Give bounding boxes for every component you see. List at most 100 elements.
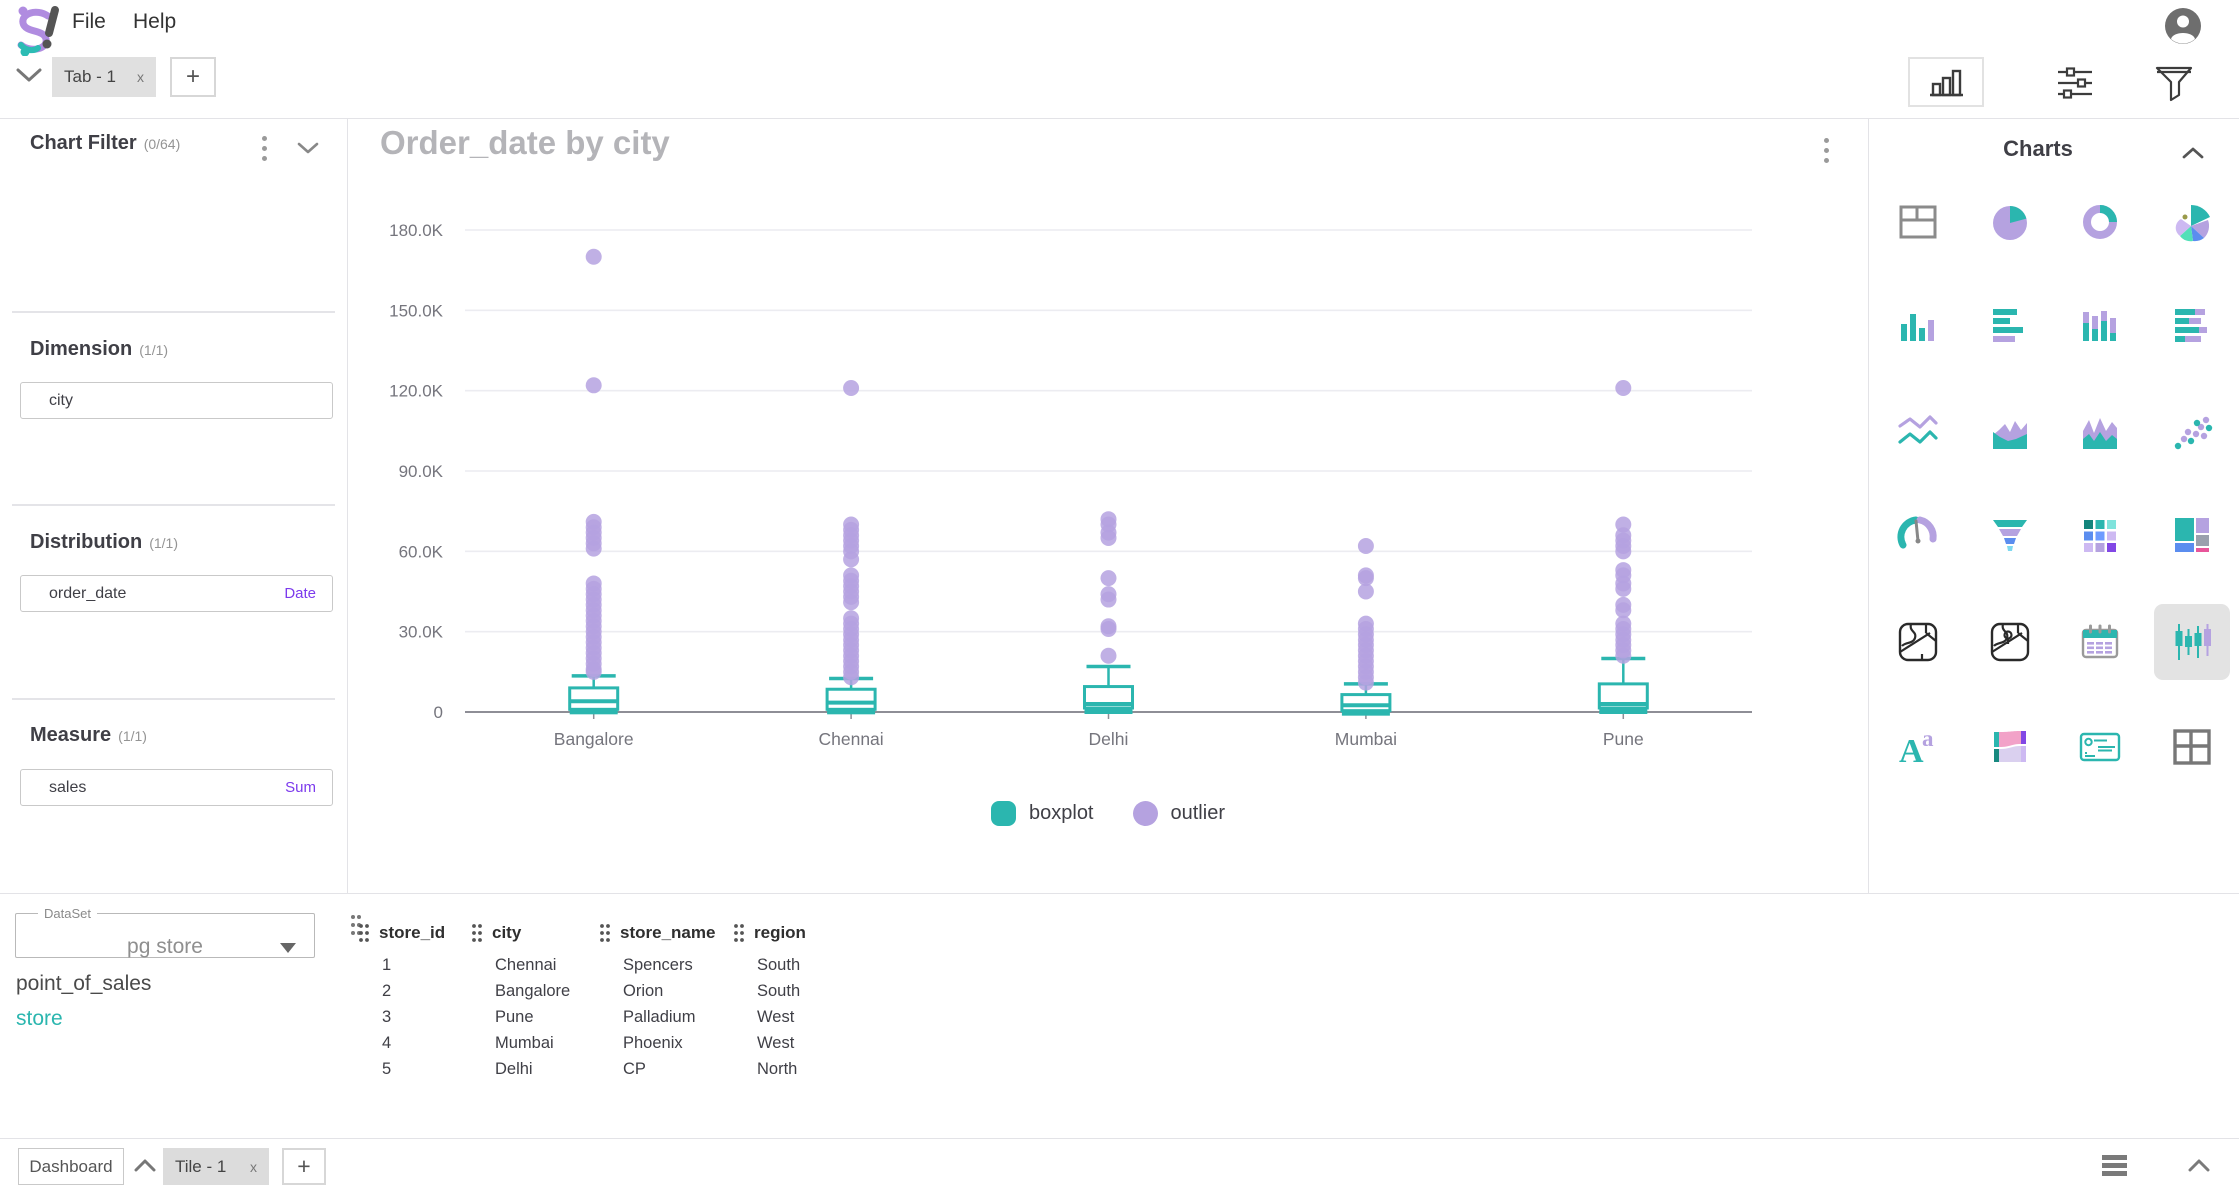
outlier-point[interactable]: [585, 248, 602, 265]
pivot-table-icon[interactable]: [2170, 725, 2214, 769]
bottom-collapse-chevron[interactable]: [2188, 1158, 2210, 1172]
gauge-chart-icon[interactable]: [1896, 513, 1940, 557]
menu-file[interactable]: File: [72, 10, 106, 33]
funnel-chart-icon[interactable]: [1988, 513, 2032, 557]
dimension-field-city[interactable]: city: [20, 382, 333, 419]
outlier-point[interactable]: [1100, 529, 1117, 546]
column-header-city[interactable]: city: [470, 922, 598, 944]
box-mumbai[interactable]: [1340, 682, 1392, 716]
table-row: 3 Pune Palladium West: [357, 1004, 852, 1030]
outlier-point[interactable]: [1357, 570, 1374, 587]
charts-panel-collapse-chevron[interactable]: [2182, 146, 2204, 159]
add-tile-button[interactable]: +: [282, 1148, 326, 1185]
dashboard-button[interactable]: Dashboard: [18, 1148, 124, 1185]
outlier-point[interactable]: [1100, 591, 1117, 608]
chart-filter-kebab-menu[interactable]: [262, 136, 267, 161]
legend-item-boxplot[interactable]: boxplot: [990, 800, 1094, 827]
boxplot-swatch-icon: [991, 801, 1016, 826]
add-tab-button[interactable]: +: [170, 57, 216, 97]
legend-item-outlier[interactable]: outlier: [1132, 800, 1225, 827]
column-drag-handle[interactable]: [357, 922, 371, 944]
rose-chart-icon[interactable]: [2170, 200, 2214, 244]
dataset-table-point-of-sales[interactable]: point_of_sales: [16, 972, 152, 995]
calendar-heatmap-icon[interactable]: [2078, 620, 2122, 664]
tab-tab1[interactable]: Tab - 1 x: [52, 57, 156, 97]
box-pune[interactable]: [1597, 656, 1649, 714]
outlier-point[interactable]: [1357, 537, 1374, 554]
table-cell: North: [757, 1059, 798, 1078]
dataset-table-store[interactable]: store: [16, 1007, 63, 1030]
box-bangalore[interactable]: [568, 674, 620, 715]
outlier-point[interactable]: [585, 377, 602, 394]
column-drag-handle[interactable]: [470, 922, 484, 944]
data-table-icon[interactable]: [1896, 200, 1940, 244]
outlier-point[interactable]: [843, 551, 860, 568]
column-header-region[interactable]: region: [732, 922, 852, 944]
outlier-point[interactable]: [1615, 379, 1632, 396]
outlier-point[interactable]: [843, 669, 860, 686]
field-tag-sum[interactable]: Sum: [285, 779, 316, 796]
pie-chart-icon[interactable]: [1988, 200, 2032, 244]
treemap-icon[interactable]: [2170, 513, 2214, 557]
tiles-expand-chevron[interactable]: [134, 1158, 156, 1172]
outlier-point[interactable]: [1100, 570, 1117, 587]
outlier-point[interactable]: [585, 540, 602, 557]
table-cell: West: [757, 1007, 795, 1026]
dataset-select[interactable]: DataSet pg store: [15, 906, 315, 958]
tile-close-icon[interactable]: x: [250, 1158, 257, 1175]
field-tag-date[interactable]: Date: [284, 585, 316, 602]
measure-title: Measure (1/1): [30, 724, 147, 747]
boxplot-icon[interactable]: [2154, 604, 2230, 680]
bubble-map-icon[interactable]: [1988, 620, 2032, 664]
y-axis-tick: 150.0K: [389, 301, 444, 320]
stacked-bar-chart-icon[interactable]: [2078, 303, 2122, 347]
outlier-point[interactable]: [843, 594, 860, 611]
area-chart-icon[interactable]: [1988, 411, 2032, 455]
outlier-point[interactable]: [1615, 647, 1632, 664]
outlier-point[interactable]: [1615, 580, 1632, 597]
bar-chart-icon[interactable]: [1896, 303, 1940, 347]
column-drag-handle[interactable]: [598, 922, 612, 944]
tabs-expand-chevron[interactable]: [16, 68, 42, 83]
chart-options-kebab-menu[interactable]: [1824, 138, 1829, 163]
chart-view-button[interactable]: [1908, 57, 1984, 107]
table-cell: Chennai: [495, 955, 557, 974]
filter-funnel-button[interactable]: [2152, 60, 2196, 104]
outlier-point[interactable]: [1615, 602, 1632, 619]
tile-tab-tile1[interactable]: Tile - 1 x: [163, 1148, 269, 1185]
scatter-plot-icon[interactable]: [2170, 411, 2214, 455]
map-chart-icon[interactable]: [1896, 620, 1940, 664]
user-avatar[interactable]: [2164, 7, 2202, 45]
donut-chart-icon[interactable]: [2078, 200, 2122, 244]
distribution-label: Distribution: [30, 531, 143, 553]
menu-help[interactable]: Help: [133, 10, 177, 33]
outlier-point[interactable]: [585, 663, 602, 680]
measure-field-sales[interactable]: sales Sum: [20, 769, 333, 806]
hbar-chart-icon[interactable]: [1988, 303, 2032, 347]
outlier-point[interactable]: [1615, 543, 1632, 560]
outlier-point[interactable]: [1100, 647, 1117, 664]
line-chart-icon[interactable]: [1896, 411, 1940, 455]
stacked-area-chart-icon[interactable]: [2078, 411, 2122, 455]
chart-filter-collapse-chevron[interactable]: [297, 142, 319, 155]
column-drag-handle[interactable]: [732, 922, 746, 944]
heatmap-icon[interactable]: [2078, 513, 2122, 557]
distribution-field-order-date[interactable]: order_date Date: [20, 575, 333, 612]
tab-close-icon[interactable]: x: [137, 69, 144, 85]
settings-sliders-button[interactable]: [2054, 62, 2096, 104]
outlier-point[interactable]: [1100, 620, 1117, 637]
stacked-hbar-chart-icon[interactable]: [2170, 303, 2214, 347]
column-header-store_name[interactable]: store_name: [598, 922, 732, 944]
outlier-point[interactable]: [1357, 583, 1374, 600]
sankey-chart-icon[interactable]: [1988, 725, 2032, 769]
kpi-card-icon[interactable]: [2078, 725, 2122, 769]
outlier-point[interactable]: [843, 379, 860, 396]
box-delhi[interactable]: [1083, 664, 1134, 714]
chart-title: Order_date by city: [380, 124, 670, 161]
table-cell: South: [757, 955, 801, 974]
outlier-point[interactable]: [1357, 674, 1374, 691]
column-header-store_id[interactable]: store_id: [357, 922, 470, 944]
bottom-menu-icon[interactable]: [2102, 1155, 2127, 1176]
